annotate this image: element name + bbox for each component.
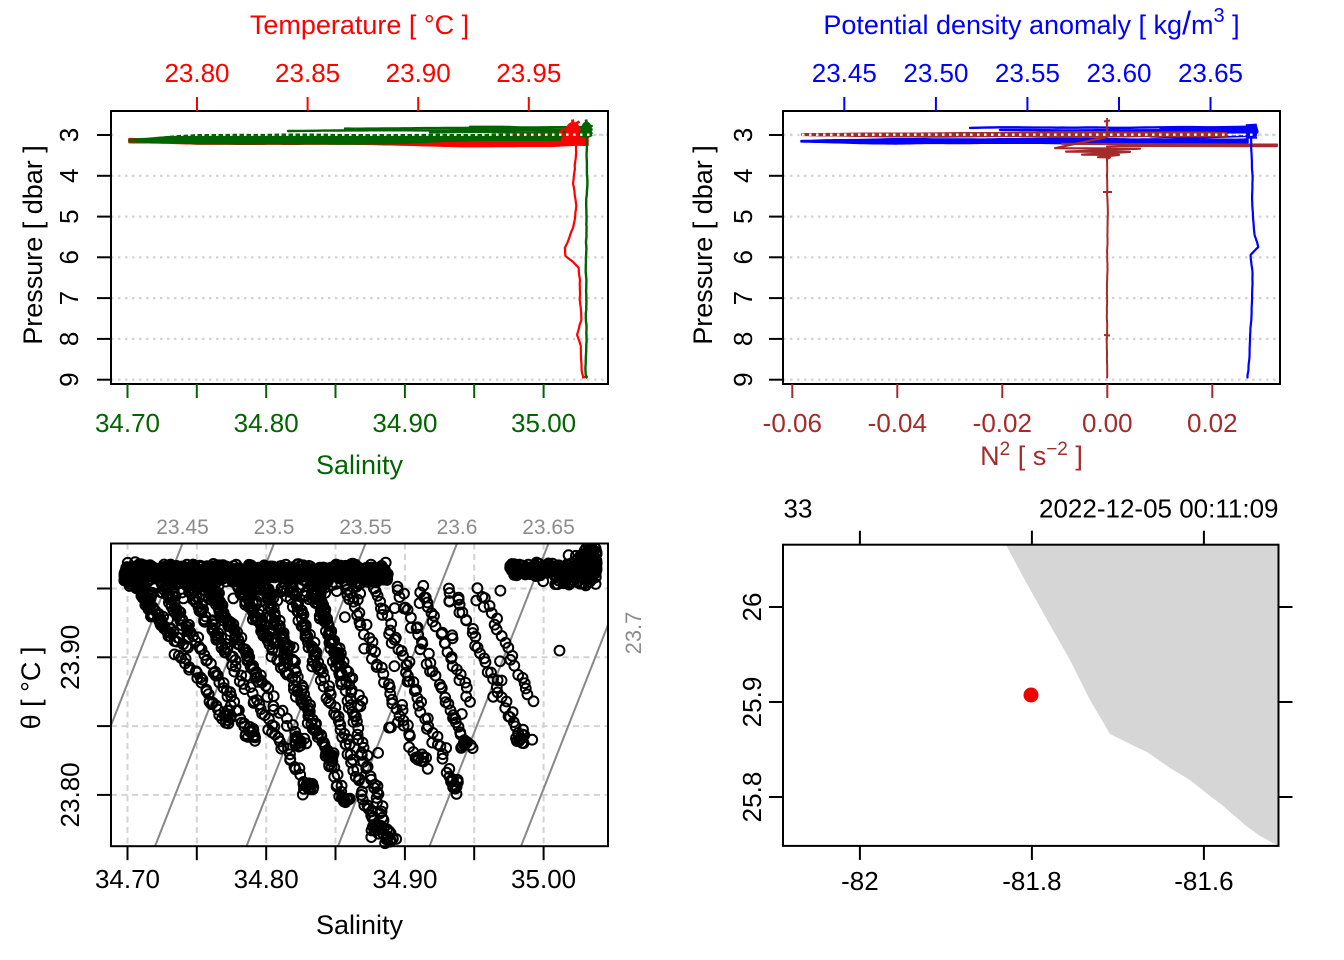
svg-text:23.55: 23.55 [339,516,392,539]
svg-text:5: 5 [54,209,84,223]
svg-text:5: 5 [728,209,758,223]
svg-text:8: 8 [728,332,758,346]
svg-text:7: 7 [728,291,758,305]
svg-text:7: 7 [54,291,84,305]
svg-text:35.00: 35.00 [511,864,576,894]
svg-text:26: 26 [737,593,767,622]
svg-text:23.5: 23.5 [254,516,295,539]
svg-text:23.6: 23.6 [437,516,478,539]
svg-text:34.70: 34.70 [95,408,160,438]
svg-text:Salinity: Salinity [316,910,404,940]
svg-text:θ [ °C ]: θ [ °C ] [16,647,46,730]
svg-text:23.45: 23.45 [156,516,209,539]
svg-text:-82: -82 [841,866,879,896]
svg-text:Temperature [ °C ]: Temperature [ °C ] [250,10,469,40]
svg-text:-81.6: -81.6 [1174,866,1233,896]
svg-text:25.8: 25.8 [737,772,767,823]
svg-text:-0.06: -0.06 [763,408,822,438]
svg-text:N2 [ s−2 ]: N2 [ s−2 ] [980,439,1083,471]
svg-text:23.55: 23.55 [995,58,1060,88]
svg-text:23.90: 23.90 [386,58,451,88]
svg-text:23.60: 23.60 [1086,58,1151,88]
svg-text:3: 3 [728,128,758,142]
svg-text:Pressure [ dbar ]: Pressure [ dbar ] [688,145,718,345]
svg-text:34.90: 34.90 [372,408,437,438]
svg-text:-0.04: -0.04 [868,408,927,438]
svg-text:23.95: 23.95 [496,58,561,88]
svg-text:25.9: 25.9 [737,677,767,728]
svg-text:9: 9 [54,372,84,386]
svg-text:0.02: 0.02 [1187,408,1238,438]
svg-text:23.90: 23.90 [55,625,85,690]
svg-text:9: 9 [728,372,758,386]
svg-text:34.90: 34.90 [372,864,437,894]
svg-text:34.70: 34.70 [95,864,160,894]
svg-text:33: 33 [784,494,813,524]
svg-text:23.80: 23.80 [55,762,85,827]
svg-text:4: 4 [728,169,758,183]
svg-text:23.85: 23.85 [275,58,340,88]
svg-text:4: 4 [54,169,84,183]
svg-text:23.65: 23.65 [522,516,575,539]
svg-text:35.00: 35.00 [511,408,576,438]
svg-text:8: 8 [54,332,84,346]
svg-text:-0.02: -0.02 [973,408,1032,438]
svg-text:23.45: 23.45 [812,58,877,88]
svg-text:34.80: 34.80 [234,864,299,894]
svg-text:0.00: 0.00 [1082,408,1133,438]
svg-text:34.80: 34.80 [234,408,299,438]
svg-text:Potential density anomaly [ kg: Potential density anomaly [ kg/m3 ] [823,5,1239,41]
svg-text:6: 6 [54,250,84,264]
svg-text:23.7: 23.7 [621,612,646,655]
svg-text:3: 3 [54,128,84,142]
svg-text:2022-12-05 00:11:09: 2022-12-05 00:11:09 [1039,494,1279,524]
svg-text:23.80: 23.80 [164,58,229,88]
svg-text:23.50: 23.50 [903,58,968,88]
svg-text:-81.8: -81.8 [1002,866,1061,896]
svg-text:6: 6 [728,250,758,264]
svg-text:23.65: 23.65 [1178,58,1243,88]
svg-text:Pressure [ dbar ]: Pressure [ dbar ] [18,145,48,345]
svg-text:Salinity: Salinity [316,450,404,480]
